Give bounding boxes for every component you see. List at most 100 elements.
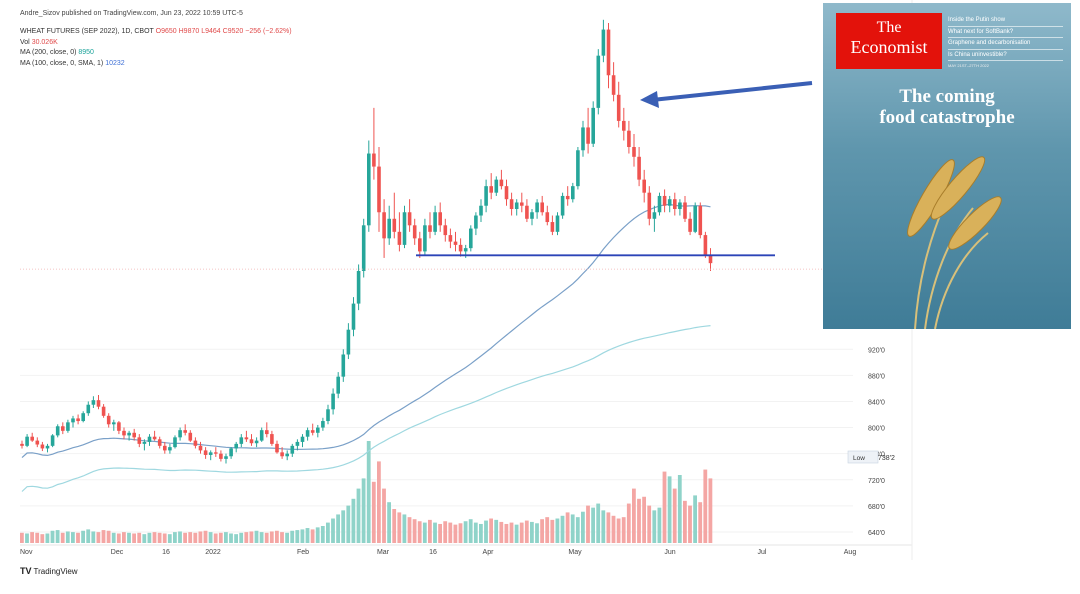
volume-bar [479, 523, 483, 543]
ma100-label[interactable]: MA (100, close, 0, SMA, 1) [20, 59, 104, 67]
candle-body [163, 445, 167, 451]
volume-bar [25, 533, 29, 543]
tradingview-logo[interactable]: TV TradingView [20, 566, 78, 576]
volume-bar [550, 519, 555, 543]
x-tick-label: Feb [297, 549, 309, 556]
candle-body [693, 205, 697, 232]
volume-bar [60, 532, 65, 543]
candle-body [285, 453, 289, 457]
volume-bar [499, 521, 504, 543]
candle-body [295, 441, 300, 446]
candle-body [208, 452, 213, 455]
ma-line-slow [21, 325, 711, 492]
volume-bar [361, 478, 366, 543]
volume-bar [591, 507, 595, 543]
candle-body [627, 130, 631, 148]
volume-bar [234, 534, 238, 543]
candle-body [361, 225, 366, 271]
candle-body [66, 422, 70, 431]
ohlc-high: H9870 [178, 28, 200, 35]
volume-bar [448, 522, 453, 543]
teaser-line: Inside the Putin show [948, 15, 1063, 27]
candle-body [540, 202, 544, 213]
candle-body [581, 127, 585, 151]
teaser-line: What next for SoftBank? [948, 27, 1063, 38]
candle-body [377, 166, 381, 213]
volume-bar [218, 532, 223, 543]
candle-body [698, 205, 703, 236]
headline-line-1: The coming [899, 86, 995, 107]
candle-body [428, 225, 432, 232]
candle-body [463, 248, 468, 252]
volume-bar [504, 523, 509, 543]
candle-body [20, 443, 24, 446]
volume-bar [111, 532, 116, 543]
candle-body [239, 437, 244, 444]
volume-bar [229, 533, 233, 543]
candle-body [382, 212, 386, 239]
candle-body [198, 445, 203, 451]
volume-bar [371, 481, 376, 543]
ma200-label[interactable]: MA (200, close, 0) [20, 49, 77, 56]
ohlc-open: O9650 [155, 28, 177, 35]
candle-body [71, 418, 75, 423]
volume-label[interactable]: Vol [20, 38, 30, 46]
candle-body [448, 235, 453, 242]
candle-body [622, 120, 626, 131]
volume-bar [657, 507, 662, 543]
x-tick-label: Jun [664, 549, 675, 556]
candle-body [326, 409, 330, 422]
symbol-label[interactable]: WHEAT FUTURES (SEP 2022), 1D, CBOT [20, 28, 154, 35]
volume-bar [280, 532, 284, 543]
peak-arrow-shaft [651, 81, 813, 102]
wheat-illustration [907, 156, 1002, 329]
candle-body [81, 413, 85, 422]
candle-body [50, 435, 55, 446]
volume-bar [422, 522, 427, 543]
volume-bar [310, 529, 315, 543]
candle-body [356, 270, 361, 304]
candle-body [662, 195, 667, 206]
candle-body [367, 153, 371, 226]
x-tick-label: Aug [844, 549, 857, 556]
volume-bar [626, 503, 631, 543]
x-tick-label: 16 [162, 549, 170, 556]
volume-bar [320, 526, 325, 543]
volume-bar [514, 524, 519, 543]
volume-bar [621, 517, 626, 543]
candle-body [525, 205, 529, 219]
volume-bar [198, 531, 203, 543]
candle-body [40, 444, 45, 449]
volume-bar [203, 530, 208, 543]
volume-bar [81, 530, 85, 543]
x-tick-label: May [568, 549, 582, 556]
ma100-value: 10232 [105, 59, 125, 67]
candle-body [514, 202, 519, 209]
candle-body [229, 448, 233, 457]
volume-bar [30, 532, 34, 543]
headline-line-2: food catastrophe [879, 107, 1015, 128]
y-tick-label: 840'0 [868, 399, 885, 406]
publisher-line: Andre_Sizov published on TradingView.com… [20, 10, 243, 17]
candle-body [188, 432, 193, 441]
candle-body [254, 440, 259, 444]
candle-body [667, 199, 672, 206]
volume-bar [428, 519, 432, 543]
volume-bar [244, 532, 249, 543]
candle-body [321, 421, 325, 428]
volume-bar [473, 522, 478, 543]
volume-bar [300, 529, 305, 543]
volume-bar [540, 519, 544, 543]
y-tick-label: 640'0 [868, 530, 885, 537]
volume-bar [565, 512, 570, 543]
candle-body [407, 212, 412, 226]
candle-body [310, 430, 315, 433]
candle-body [550, 222, 555, 232]
peak-arrow-head [640, 91, 659, 108]
volume-bar [632, 488, 636, 543]
candle-body [341, 354, 346, 377]
candle-body [173, 437, 177, 448]
candle-body [55, 426, 60, 436]
candle-body [372, 153, 376, 167]
